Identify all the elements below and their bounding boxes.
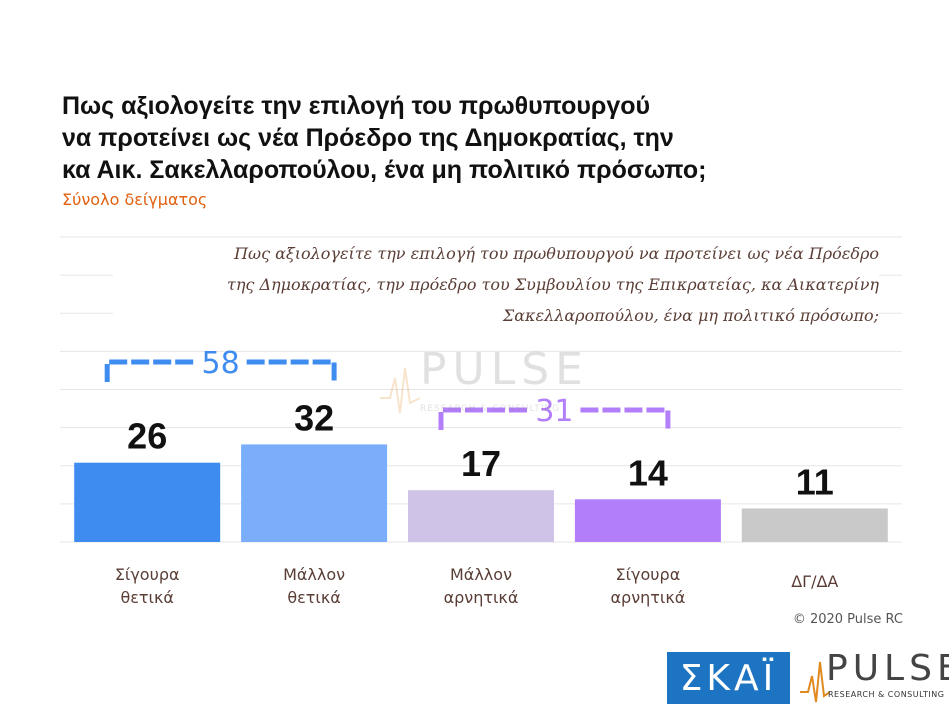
category-label: Σίγουρα xyxy=(616,565,681,584)
category-label: θετικά xyxy=(120,588,173,607)
question-text: Πως αξιολογείτε την επιλογή του πρωθυπου… xyxy=(113,238,879,331)
bracket-total-label: 31 xyxy=(535,394,573,429)
category-label: Σίγουρα xyxy=(115,565,180,584)
data-label: 14 xyxy=(628,452,668,493)
bar xyxy=(574,499,721,542)
data-label: 26 xyxy=(127,416,167,457)
category-label: αρνητικά xyxy=(610,588,685,607)
pulse-logo-tagline: RESEARCH & CONSULTING xyxy=(828,690,945,699)
skai-logo: ΣΚΑΪ xyxy=(667,652,790,704)
data-label: 17 xyxy=(461,443,501,484)
bar xyxy=(74,462,221,542)
category-label: Μάλλον xyxy=(283,565,345,584)
category-label: ΔΓ/ΔΑ xyxy=(791,572,838,591)
category-label: θετικά xyxy=(287,588,340,607)
question-line: της Δημοκρατίας, την πρόεδρο του Συμβουλ… xyxy=(226,275,879,294)
question-line: Πως αξιολογείτε την επιλογή του πρωθυπου… xyxy=(234,244,879,263)
pulse-logo: PULSE RESEARCH & CONSULTING xyxy=(800,648,949,707)
bracket-right xyxy=(580,407,671,430)
bar xyxy=(741,508,888,542)
data-label: 32 xyxy=(294,397,334,438)
watermark-tagline: RESEARCH & CONSULTING xyxy=(420,404,561,414)
title-line: κα Αικ. Σακελλαροπούλου, ένα μη πολιτικό… xyxy=(62,156,707,184)
bracket-left xyxy=(438,407,529,430)
bar xyxy=(408,490,554,542)
chart-title: Πως αξιολογείτε την επιλογή του πρωθυπου… xyxy=(62,90,762,186)
pulse-wave-icon xyxy=(800,661,830,703)
title-line: να προτείνει ως νέα Πρόεδρο της Δημοκρατ… xyxy=(62,124,674,152)
watermark-word: PULSE xyxy=(420,344,589,395)
bracket-left xyxy=(104,359,195,382)
bar xyxy=(241,444,388,542)
copyright: © 2020 Pulse RC xyxy=(792,612,903,627)
title-line: Πως αξιολογείτε την επιλογή του πρωθυπου… xyxy=(62,92,651,120)
category-label: αρνητικά xyxy=(444,588,519,607)
question-line: Σακελλαροπούλου, ένα μη πολιτικό πρόσωπο… xyxy=(502,306,879,325)
bracket-right xyxy=(246,359,337,382)
pulse-logo-word: PULSE xyxy=(826,648,949,689)
chart-subtitle: Σύνολο δείγματος xyxy=(62,190,208,209)
bracket-total-label: 58 xyxy=(202,346,240,381)
pulse-wave-icon xyxy=(380,367,420,414)
category-label: Μάλλον xyxy=(450,565,512,584)
pulse-watermark: PULSE RESEARCH & CONSULTING xyxy=(380,344,600,420)
data-label: 11 xyxy=(796,461,834,502)
